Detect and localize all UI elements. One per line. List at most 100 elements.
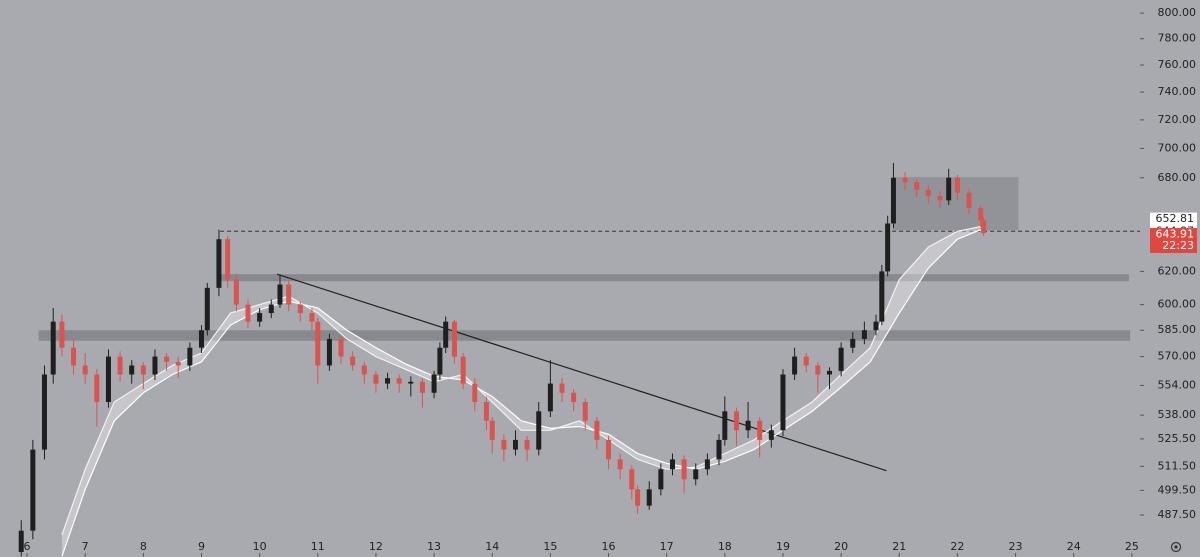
candle-body bbox=[669, 459, 675, 470]
candle-body bbox=[437, 347, 443, 375]
candle-body bbox=[780, 374, 786, 431]
y-tick-label: 538.00 bbox=[1158, 408, 1197, 421]
candle-body bbox=[981, 220, 987, 234]
candle-body bbox=[629, 469, 635, 490]
y-tick-label: 585.00 bbox=[1158, 323, 1197, 336]
candle-body bbox=[338, 338, 344, 357]
candle-body bbox=[198, 330, 204, 348]
candle-body bbox=[489, 420, 495, 440]
candle-body bbox=[838, 347, 844, 371]
last-price-box bbox=[1150, 228, 1197, 254]
x-tick-label: 18 bbox=[718, 540, 732, 553]
candle-body bbox=[396, 378, 402, 384]
candle-body bbox=[30, 449, 36, 531]
x-tick-label: 7 bbox=[82, 540, 89, 553]
candle-body bbox=[117, 356, 123, 375]
y-tick-label: 800.00 bbox=[1158, 6, 1197, 19]
candle-body bbox=[59, 321, 65, 348]
candle-body bbox=[94, 374, 100, 403]
x-tick-label: 6 bbox=[24, 540, 31, 553]
candle-body bbox=[606, 439, 612, 460]
x-tick-label: 14 bbox=[485, 540, 499, 553]
candle-body bbox=[861, 330, 867, 339]
candle-body bbox=[745, 420, 751, 431]
candle-body bbox=[268, 304, 274, 314]
y-tick-label: 740.00 bbox=[1158, 85, 1197, 98]
candle-body bbox=[277, 284, 283, 305]
candle-body bbox=[315, 321, 321, 366]
candle-body bbox=[460, 356, 466, 384]
x-tick-label: 23 bbox=[1009, 540, 1023, 553]
trend-line bbox=[276, 273, 887, 472]
candle-body bbox=[297, 304, 303, 314]
x-tick-label: 21 bbox=[892, 540, 906, 553]
candle-body bbox=[50, 321, 56, 375]
candle-body bbox=[443, 321, 449, 348]
y-tick-label: 511.50 bbox=[1158, 459, 1197, 472]
x-tick-label: 9 bbox=[198, 540, 205, 553]
candle-body bbox=[105, 356, 111, 403]
y-tick-label: 487.50 bbox=[1158, 508, 1197, 521]
candle-body bbox=[693, 469, 699, 480]
y-tick-label: 760.00 bbox=[1158, 58, 1197, 71]
price-label: 652.81 bbox=[1156, 212, 1195, 225]
y-tick-label: 525.50 bbox=[1158, 432, 1197, 445]
candle-body bbox=[233, 279, 239, 305]
x-tick-label: 17 bbox=[660, 540, 674, 553]
countdown: 22:23 bbox=[1162, 239, 1194, 252]
candle-body bbox=[658, 469, 664, 490]
candle-body bbox=[451, 321, 457, 357]
candle-body bbox=[792, 356, 798, 375]
candle-body bbox=[635, 489, 641, 506]
x-tick-label: 13 bbox=[427, 540, 441, 553]
price-label-box bbox=[1150, 212, 1197, 226]
candle-body bbox=[536, 411, 542, 450]
support-zone bbox=[218, 274, 1129, 282]
x-tick-label: 16 bbox=[602, 540, 616, 553]
candle-body bbox=[361, 365, 367, 375]
x-tick-label: 8 bbox=[140, 540, 147, 553]
x-tick-label: 20 bbox=[834, 540, 848, 553]
x-tick-label: 11 bbox=[311, 540, 325, 553]
candle-body bbox=[716, 439, 722, 460]
candle-body bbox=[524, 439, 530, 450]
candle-body bbox=[164, 356, 170, 362]
candle-body bbox=[954, 177, 960, 193]
x-tick-label: 22 bbox=[950, 540, 964, 553]
moving-average bbox=[61, 229, 981, 557]
axis-background bbox=[1140, 0, 1200, 557]
candle-body bbox=[617, 459, 623, 470]
candle-body bbox=[431, 374, 437, 393]
candle-body bbox=[373, 374, 379, 384]
candle-body bbox=[946, 177, 952, 201]
x-tick-label: 15 bbox=[543, 540, 557, 553]
candle-body bbox=[129, 365, 135, 375]
candle-body bbox=[722, 411, 728, 440]
candle-body bbox=[501, 439, 507, 450]
x-tick-label: 12 bbox=[369, 540, 383, 553]
candle-body bbox=[885, 223, 891, 272]
candle-body bbox=[966, 192, 972, 209]
candle-body bbox=[257, 313, 263, 322]
candle-body bbox=[309, 313, 315, 322]
candle-body bbox=[826, 370, 832, 375]
x-tick-label: 19 bbox=[776, 540, 790, 553]
candle-body bbox=[385, 378, 391, 384]
candle-body bbox=[472, 383, 478, 403]
candle-body bbox=[733, 411, 739, 431]
candle-body bbox=[71, 347, 77, 366]
candle-body bbox=[978, 208, 984, 221]
candle-body bbox=[82, 365, 88, 375]
settings-icon[interactable] bbox=[1170, 541, 1182, 553]
candle-body bbox=[937, 195, 943, 201]
x-tick-label: 10 bbox=[253, 540, 267, 553]
candle-body bbox=[582, 402, 588, 421]
candle-body bbox=[152, 356, 158, 375]
candle-body bbox=[757, 420, 763, 440]
y-tick-label: 680.00 bbox=[1158, 171, 1197, 184]
y-tick-label: 554.00 bbox=[1158, 378, 1197, 391]
candle-body bbox=[140, 365, 146, 375]
x-tick-label: 24 bbox=[1067, 540, 1081, 553]
candle-body bbox=[547, 383, 553, 412]
